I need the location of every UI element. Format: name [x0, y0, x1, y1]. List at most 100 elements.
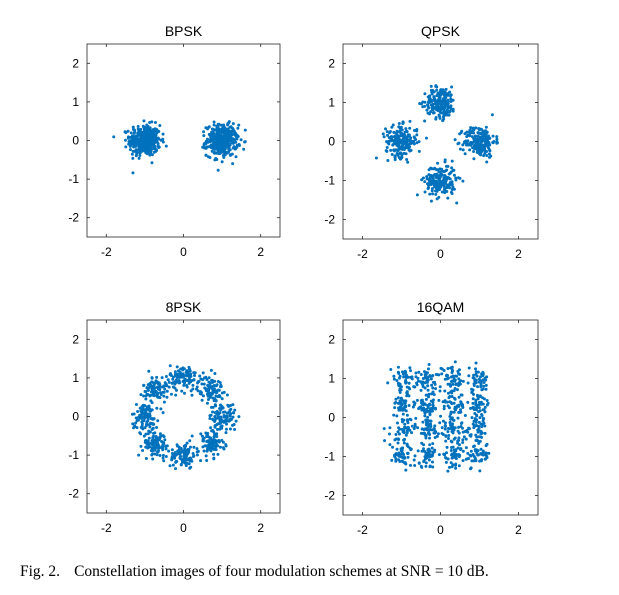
data-point — [191, 451, 195, 455]
data-point — [448, 420, 452, 424]
data-point — [431, 111, 435, 115]
data-point — [467, 374, 471, 378]
data-point — [472, 445, 476, 449]
data-point — [439, 88, 443, 92]
subplot-title: 8PSK — [166, 299, 202, 315]
data-point — [427, 182, 431, 186]
data-point — [481, 450, 485, 454]
data-point — [444, 451, 448, 455]
data-point — [445, 108, 449, 112]
data-point — [461, 449, 465, 453]
data-point — [449, 449, 453, 453]
data-point — [161, 448, 165, 452]
data-point — [403, 401, 407, 405]
data-point — [459, 410, 463, 414]
data-point — [406, 160, 410, 164]
data-point — [144, 128, 148, 132]
data-point — [135, 151, 139, 155]
data-point — [408, 387, 412, 391]
data-point — [205, 458, 209, 462]
data-point — [443, 173, 447, 177]
data-point — [188, 374, 192, 378]
data-point — [150, 401, 154, 405]
data-point — [442, 407, 446, 411]
data-point — [207, 376, 211, 380]
data-point — [137, 144, 141, 148]
data-point — [478, 395, 482, 399]
data-point — [161, 453, 165, 457]
data-point — [442, 404, 446, 408]
data-point — [144, 432, 148, 436]
data-point — [483, 410, 487, 414]
data-point — [445, 377, 449, 381]
data-point — [143, 415, 147, 419]
data-point — [223, 138, 227, 142]
data-point — [185, 378, 189, 382]
data-point — [148, 137, 152, 141]
data-point — [484, 457, 488, 461]
data-point — [457, 464, 461, 468]
data-point — [215, 390, 219, 394]
data-point — [146, 432, 150, 436]
data-point — [148, 414, 152, 418]
data-point — [178, 452, 182, 456]
data-point — [152, 150, 156, 154]
data-point — [453, 408, 457, 412]
data-point — [137, 138, 141, 142]
data-point — [423, 381, 427, 385]
y-tick-label: 1 — [328, 372, 335, 386]
data-point — [228, 418, 232, 422]
data-point — [164, 455, 168, 459]
data-point — [212, 120, 216, 124]
data-point — [483, 424, 487, 428]
data-point — [393, 406, 397, 410]
data-point — [155, 441, 159, 445]
data-point — [124, 145, 128, 149]
data-point — [188, 367, 192, 371]
data-point — [450, 191, 454, 195]
data-point — [211, 410, 215, 414]
data-point — [385, 146, 389, 150]
data-point — [429, 84, 433, 88]
data-point — [428, 192, 432, 196]
data-point — [168, 464, 172, 468]
data-point — [420, 401, 424, 405]
data-point — [386, 381, 390, 385]
data-point — [400, 452, 404, 456]
data-point — [151, 385, 155, 389]
data-point — [435, 172, 439, 176]
data-point — [228, 153, 232, 157]
data-point — [211, 445, 214, 449]
data-point — [413, 464, 417, 468]
data-point — [452, 377, 456, 381]
data-point — [449, 439, 453, 443]
data-point — [485, 454, 489, 458]
data-point — [427, 451, 431, 455]
data-point — [139, 432, 143, 436]
data-point — [455, 388, 459, 392]
y-tick-label: 2 — [72, 332, 79, 346]
data-point — [391, 445, 395, 449]
data-point — [424, 393, 428, 397]
data-point — [398, 376, 401, 380]
data-point — [211, 429, 215, 433]
data-point — [448, 415, 452, 418]
data-point — [427, 393, 430, 397]
data-point — [145, 131, 149, 135]
data-point — [428, 413, 432, 417]
data-point — [452, 453, 456, 457]
data-point — [472, 423, 476, 427]
data-point — [211, 390, 215, 394]
data-point — [438, 98, 442, 102]
data-point — [418, 102, 422, 106]
data-point — [430, 454, 434, 458]
data-point — [447, 437, 450, 441]
data-point — [145, 134, 149, 138]
data-point — [437, 195, 441, 199]
data-point — [140, 416, 144, 420]
data-point — [196, 449, 200, 453]
data-point — [465, 428, 469, 432]
data-point — [427, 458, 431, 462]
data-point — [424, 461, 428, 465]
data-point — [472, 392, 476, 396]
